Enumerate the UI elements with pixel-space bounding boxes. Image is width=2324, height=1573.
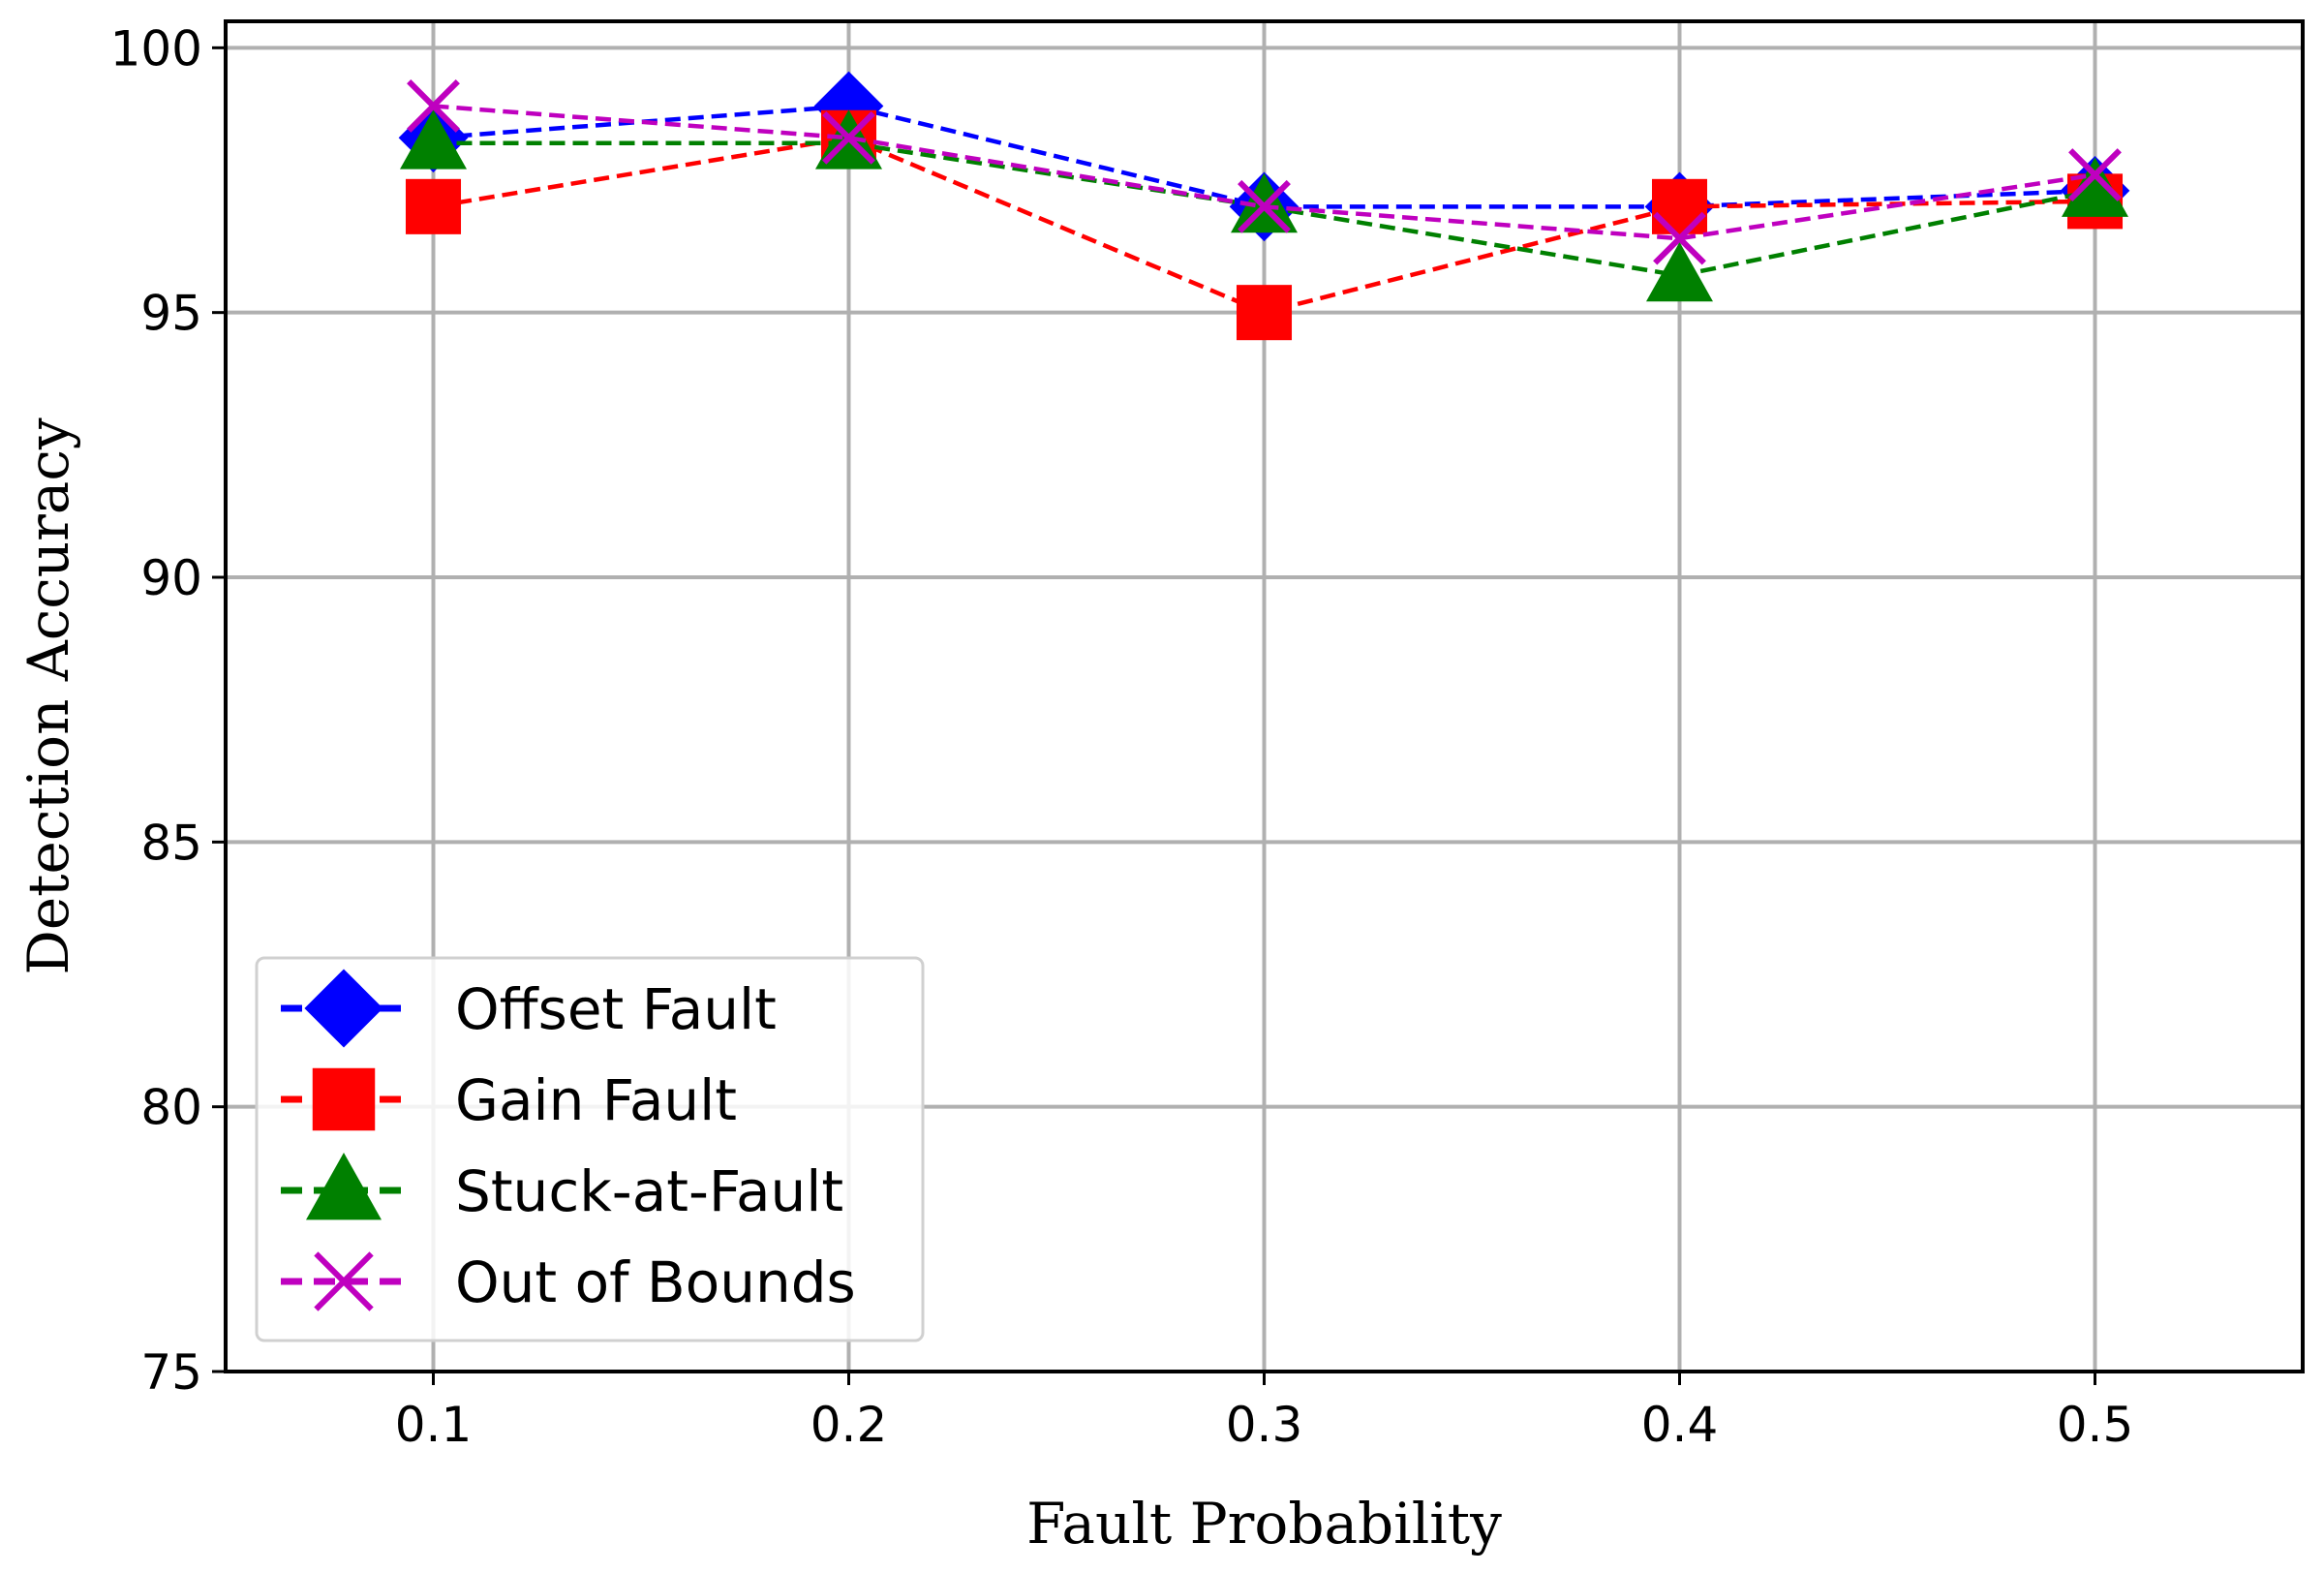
series-line [433, 140, 2095, 278]
data-point [407, 79, 460, 133]
data-point [1651, 178, 1708, 234]
legend-label: Offset Fault [455, 976, 777, 1042]
legend-marker [314, 1251, 374, 1311]
data-point [2062, 157, 2128, 217]
legend-box [255, 956, 925, 1342]
x-axis-label: Fault Probability [1026, 1491, 1502, 1557]
legend-label: Gain Fault [455, 1067, 737, 1133]
y-tick-label: 75 [140, 1344, 202, 1401]
ticks: 0.1 0.2 0.3 0.4 0.5 75 80 85 90 95 100 [110, 20, 2134, 1453]
x-tick-label: 0.3 [1226, 1397, 1303, 1453]
legend: Offset Fault Gain Fault Stuck-at-Fault Out … [255, 956, 925, 1342]
x-tick-label: 0.1 [395, 1397, 473, 1453]
legend-marker [304, 969, 383, 1048]
data-point [2068, 148, 2122, 201]
y-tick-label: 90 [140, 550, 202, 606]
legend-label: Stuck-at-Fault [455, 1158, 843, 1224]
legend-marker [306, 1153, 382, 1220]
data-point [1238, 179, 1291, 233]
data-point [400, 109, 467, 170]
x-tick-label: 0.4 [1641, 1397, 1719, 1453]
data-point [405, 178, 462, 234]
x-tick-label: 0.2 [810, 1397, 888, 1453]
legend-item: Offset Fault [281, 969, 777, 1048]
legend-item: Stuck-at-Fault [281, 1153, 843, 1224]
series [407, 79, 2122, 265]
y-tick-label: 85 [140, 815, 202, 871]
legend-item: Gain Fault [281, 1067, 737, 1133]
legend-marker [312, 1067, 376, 1131]
series-layer [398, 71, 2130, 341]
legend-item: Out of Bounds [281, 1249, 856, 1315]
y-tick-label: 95 [140, 286, 202, 342]
y-tick-label: 100 [110, 20, 202, 77]
legend-label: Out of Bounds [455, 1249, 856, 1315]
data-point [1653, 211, 1706, 265]
y-tick-label: 80 [140, 1080, 202, 1136]
data-point [1646, 241, 1713, 302]
x-tick-label: 0.5 [2057, 1397, 2134, 1453]
data-point [1236, 285, 1293, 341]
y-axis-label: Detection Accuracy [15, 417, 81, 975]
data-point [822, 110, 875, 165]
